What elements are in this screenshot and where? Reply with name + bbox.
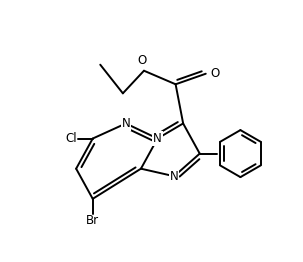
Text: O: O	[210, 67, 220, 80]
Text: N: N	[122, 117, 130, 130]
Text: N: N	[153, 132, 162, 145]
Text: Cl: Cl	[65, 132, 77, 145]
Text: O: O	[137, 54, 146, 67]
Text: N: N	[170, 170, 178, 183]
Text: Br: Br	[86, 215, 99, 227]
